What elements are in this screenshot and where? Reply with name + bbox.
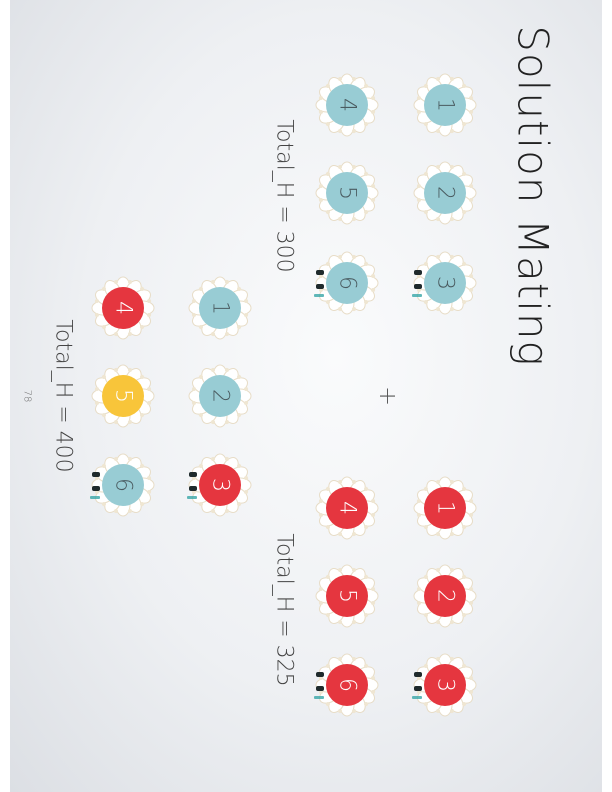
individual-number: 4 <box>334 501 360 515</box>
plus-operator: + <box>374 385 402 407</box>
child-individual-2: 2 <box>187 363 253 429</box>
parent-b-individual-4: 4 <box>314 475 380 541</box>
child-individual-5: 5 <box>90 363 156 429</box>
parent-a-total: Total_H = 300 <box>271 119 297 273</box>
individual-number: 4 <box>110 301 136 315</box>
parent-b-individual-2: 2 <box>412 563 478 629</box>
individual-number: 2 <box>432 589 458 603</box>
individual-number: 3 <box>207 478 233 492</box>
individual-number: 1 <box>432 501 458 515</box>
child-individual-1: 1 <box>187 275 253 341</box>
page-number: 78 <box>21 389 33 403</box>
parent-b-individual-3: 3 <box>412 652 478 718</box>
parent-a-individual-2: 2 <box>412 160 478 226</box>
child-total: Total_H = 400 <box>50 319 76 473</box>
individual-number: 6 <box>334 276 360 290</box>
slide: Solution Mating 1 2 3 4 5 6 Total_H = 30… <box>10 0 602 792</box>
parent-b-individual-5: 5 <box>314 563 380 629</box>
parent-a-individual-5: 5 <box>314 160 380 226</box>
individual-number: 5 <box>334 589 360 603</box>
parent-b-total: Total_H = 325 <box>271 533 297 687</box>
individual-number: 5 <box>334 186 360 200</box>
parent-a-individual-1: 1 <box>412 72 478 138</box>
individual-number: 5 <box>110 389 136 403</box>
individual-number: 3 <box>432 276 458 290</box>
individual-number: 1 <box>432 98 458 112</box>
parent-a-individual-6: 6 <box>314 250 380 316</box>
child-individual-4: 4 <box>90 275 156 341</box>
parent-a-individual-4: 4 <box>314 72 380 138</box>
individual-number: 6 <box>334 678 360 692</box>
individual-number: 4 <box>334 98 360 112</box>
individual-number: 6 <box>110 478 136 492</box>
individual-number: 2 <box>432 186 458 200</box>
slide-title: Solution Mating <box>508 25 558 367</box>
parent-b-individual-6: 6 <box>314 652 380 718</box>
individual-number: 1 <box>207 301 233 315</box>
child-individual-6: 6 <box>90 452 156 518</box>
child-individual-3: 3 <box>187 452 253 518</box>
parent-a-individual-3: 3 <box>412 250 478 316</box>
parent-b-individual-1: 1 <box>412 475 478 541</box>
individual-number: 2 <box>207 389 233 403</box>
individual-number: 3 <box>432 678 458 692</box>
